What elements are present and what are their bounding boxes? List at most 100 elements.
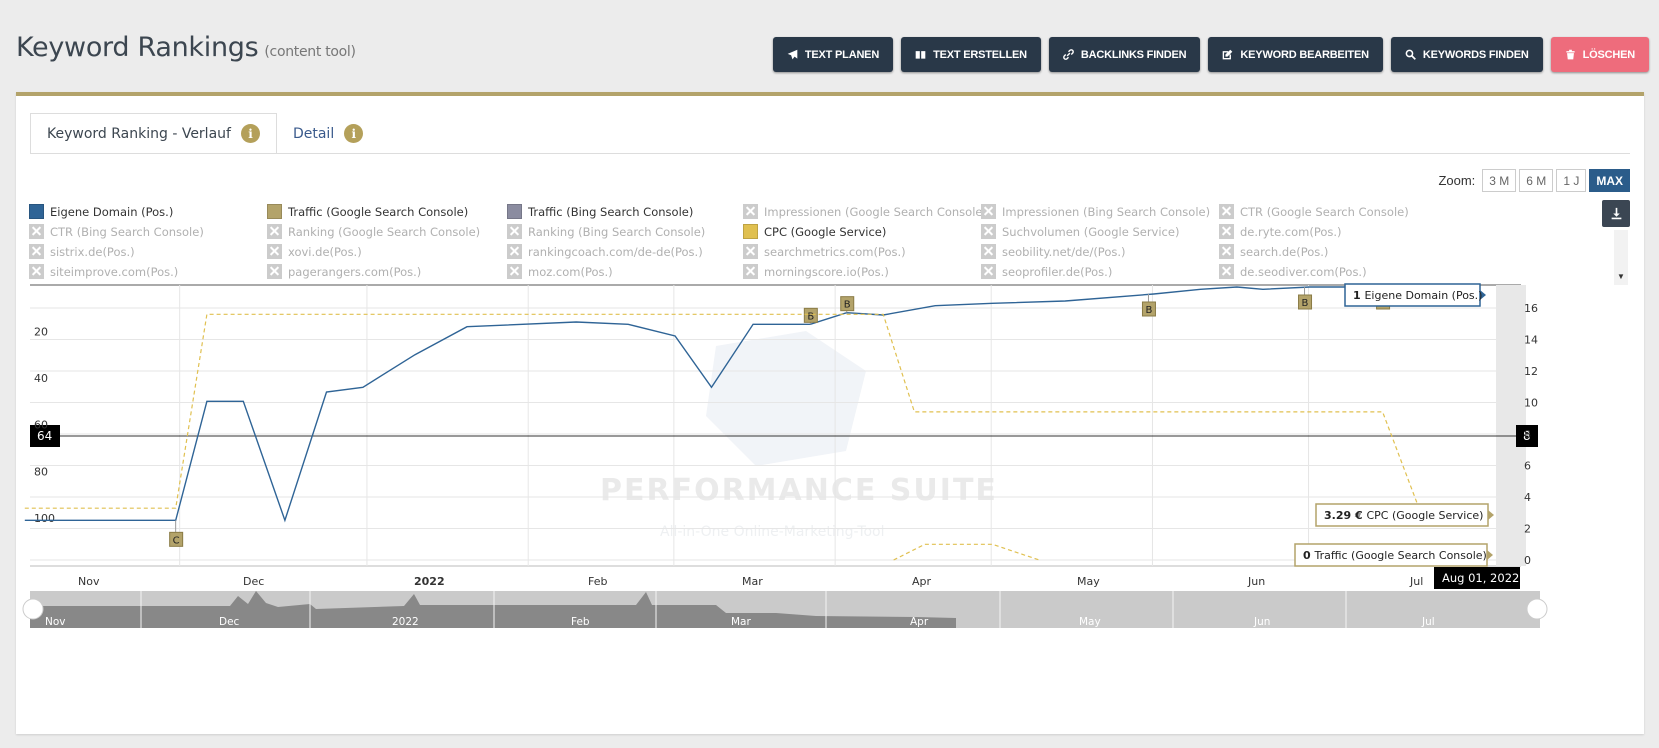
disabled-x-icon xyxy=(981,224,996,239)
keywords-finden-button[interactable]: KEYWORDS FINDEN xyxy=(1390,37,1543,72)
right-axis-tick: 6 xyxy=(1524,460,1531,473)
ranking-card: Keyword Ranking - Verlauf i Detail i Zoo… xyxy=(16,92,1644,734)
page-subtitle: (content tool) xyxy=(264,44,356,60)
legend-label: CTR (Google Search Console) xyxy=(1240,204,1409,219)
legend-item[interactable]: searchmetrics.com(Pos.) xyxy=(743,244,906,259)
legend-item[interactable]: moz.com(Pos.) xyxy=(507,264,613,279)
legend-item[interactable]: Ranking (Bing Search Console) xyxy=(507,224,705,239)
crosshair-date-badge xyxy=(1434,567,1520,589)
legend-label: siteimprove.com(Pos.) xyxy=(50,264,179,279)
annotation-flag xyxy=(1298,294,1313,310)
legend-label: morningscore.io(Pos.) xyxy=(764,264,889,279)
trash-icon xyxy=(1565,49,1575,60)
legend-item[interactable]: search.de(Pos.) xyxy=(1219,244,1328,259)
text-planen-button[interactable]: TEXT PLANEN xyxy=(772,37,894,72)
legend-item[interactable]: seobility.net/de/(Pos.) xyxy=(981,244,1126,259)
navigator-label: May xyxy=(1079,616,1101,628)
legend-label: Suchvolumen (Google Service) xyxy=(1002,224,1180,239)
tooltip-text: 1 Eigene Domain (Pos.) xyxy=(1353,289,1482,302)
legend-item[interactable]: sistrix.de(Pos.) xyxy=(29,244,135,259)
right-axis-tick: 8 xyxy=(1524,428,1531,441)
tab-divider xyxy=(30,153,1630,154)
download-button[interactable] xyxy=(1602,200,1630,227)
disabled-x-icon xyxy=(743,264,758,279)
navigator-label: Feb xyxy=(571,616,590,628)
legend-item[interactable]: rankingcoach.com/de-de(Pos.) xyxy=(507,244,703,259)
disabled-x-icon xyxy=(507,264,522,279)
annotation-label: B xyxy=(844,300,851,311)
legend-label: pagerangers.com(Pos.) xyxy=(288,264,422,279)
series-line xyxy=(24,313,1471,509)
navigator-handle-right[interactable] xyxy=(1526,598,1548,620)
page-title-text: Keyword Rankings xyxy=(16,32,259,63)
legend-item[interactable]: Traffic (Google Search Console) xyxy=(267,204,468,219)
legend-scrollbar[interactable]: ▼ xyxy=(1614,230,1628,285)
legend-item[interactable]: morningscore.io(Pos.) xyxy=(743,264,889,279)
tooltip-text: 3.29 € CPC (Google Service) xyxy=(1324,509,1483,522)
legend-item[interactable]: CPC (Google Service) xyxy=(743,224,886,239)
zoom-1j-button[interactable]: 1 J xyxy=(1556,169,1587,192)
x-axis-tick: Jul xyxy=(1409,575,1423,588)
legend-item[interactable]: de.ryte.com(Pos.) xyxy=(1219,224,1342,239)
disabled-x-icon xyxy=(267,244,282,259)
right-axis-tick: 12 xyxy=(1524,365,1538,378)
info-icon[interactable]: i xyxy=(240,124,260,143)
paper-plane-icon xyxy=(787,49,798,60)
legend-item[interactable]: de.seodiver.com(Pos.) xyxy=(1219,264,1367,279)
legend-item[interactable]: Ranking (Google Search Console) xyxy=(267,224,480,239)
tooltip-text: 0 Traffic (Google Search Console) xyxy=(1303,549,1487,562)
legend-item[interactable]: seoprofiler.de(Pos.) xyxy=(981,264,1112,279)
text-planen-label: TEXT PLANEN xyxy=(804,48,880,61)
loeschen-label: LÖSCHEN xyxy=(1582,48,1636,61)
tab-detail[interactable]: Detail i xyxy=(277,113,379,154)
legend-label: Ranking (Google Search Console) xyxy=(288,224,481,239)
left-axis-tick: 40 xyxy=(34,372,48,385)
left-axis-tick: 100 xyxy=(34,512,55,525)
backlinks-finden-label: BACKLINKS FINDEN xyxy=(1080,48,1187,61)
navigator-label: Nov xyxy=(45,616,66,628)
zoom-6m-button[interactable]: 6 M xyxy=(1519,169,1554,192)
text-erstellen-button[interactable]: TEXT ERSTELLEN xyxy=(901,37,1041,72)
disabled-x-icon xyxy=(981,264,996,279)
legend-item[interactable]: Impressionen (Bing Search Console) xyxy=(981,204,1210,219)
x-axis-tick: Nov xyxy=(78,575,100,588)
legend-label: rankingcoach.com/de-de(Pos.) xyxy=(528,244,703,259)
annotation-label: B xyxy=(807,311,814,322)
zoom-3m-button[interactable]: 3 M xyxy=(1482,169,1517,192)
legend-label: CTR (Bing Search Console) xyxy=(50,224,204,239)
legend-item[interactable]: Eigene Domain (Pos.) xyxy=(29,204,173,219)
legend-label: searchmetrics.com(Pos.) xyxy=(764,244,906,259)
disabled-x-icon xyxy=(1219,264,1234,279)
right-axis-tick: 4 xyxy=(1524,491,1531,504)
annotation-flag xyxy=(803,307,818,323)
disabled-x-icon xyxy=(507,224,522,239)
disabled-x-icon xyxy=(507,244,522,259)
legend-item[interactable]: CTR (Google Search Console) xyxy=(1219,204,1409,219)
legend-item[interactable]: CTR (Bing Search Console) xyxy=(29,224,204,239)
legend-item[interactable]: pagerangers.com(Pos.) xyxy=(267,264,421,279)
tab-ranking-verlauf[interactable]: Keyword Ranking - Verlauf i xyxy=(30,113,277,154)
navigator-label: Mar xyxy=(731,616,751,628)
legend-swatch xyxy=(743,224,758,239)
info-icon[interactable]: i xyxy=(344,124,364,143)
watermark-title: PERFORMANCE SUITE xyxy=(600,473,998,508)
disabled-x-icon xyxy=(743,244,758,259)
left-axis-tick: 60 xyxy=(34,419,48,432)
loeschen-button[interactable]: LÖSCHEN xyxy=(1550,37,1649,72)
legend-item[interactable]: xovi.de(Pos.) xyxy=(267,244,362,259)
legend-swatch xyxy=(507,204,522,219)
zoom-max-button[interactable]: MAX xyxy=(1589,169,1630,192)
annotation-label: B xyxy=(1302,298,1309,309)
left-axis-tick: 20 xyxy=(34,325,48,338)
keyword-bearbeiten-button[interactable]: KEYWORD BEARBEITEN xyxy=(1208,37,1383,72)
legend-label: Eigene Domain (Pos.) xyxy=(50,204,174,219)
legend-item[interactable]: siteimprove.com(Pos.) xyxy=(29,264,178,279)
legend-item[interactable]: Traffic (Bing Search Console) xyxy=(507,204,693,219)
backlinks-finden-button[interactable]: BACKLINKS FINDEN xyxy=(1048,37,1201,72)
legend-item[interactable]: Impressionen (Google Search Console) xyxy=(743,204,987,219)
navigator-handle-left[interactable] xyxy=(22,598,44,620)
navigator-label: 2022 xyxy=(392,616,419,628)
legend-label: moz.com(Pos.) xyxy=(528,264,613,279)
legend-item[interactable]: Suchvolumen (Google Service) xyxy=(981,224,1179,239)
legend-label: Traffic (Bing Search Console) xyxy=(528,204,694,219)
